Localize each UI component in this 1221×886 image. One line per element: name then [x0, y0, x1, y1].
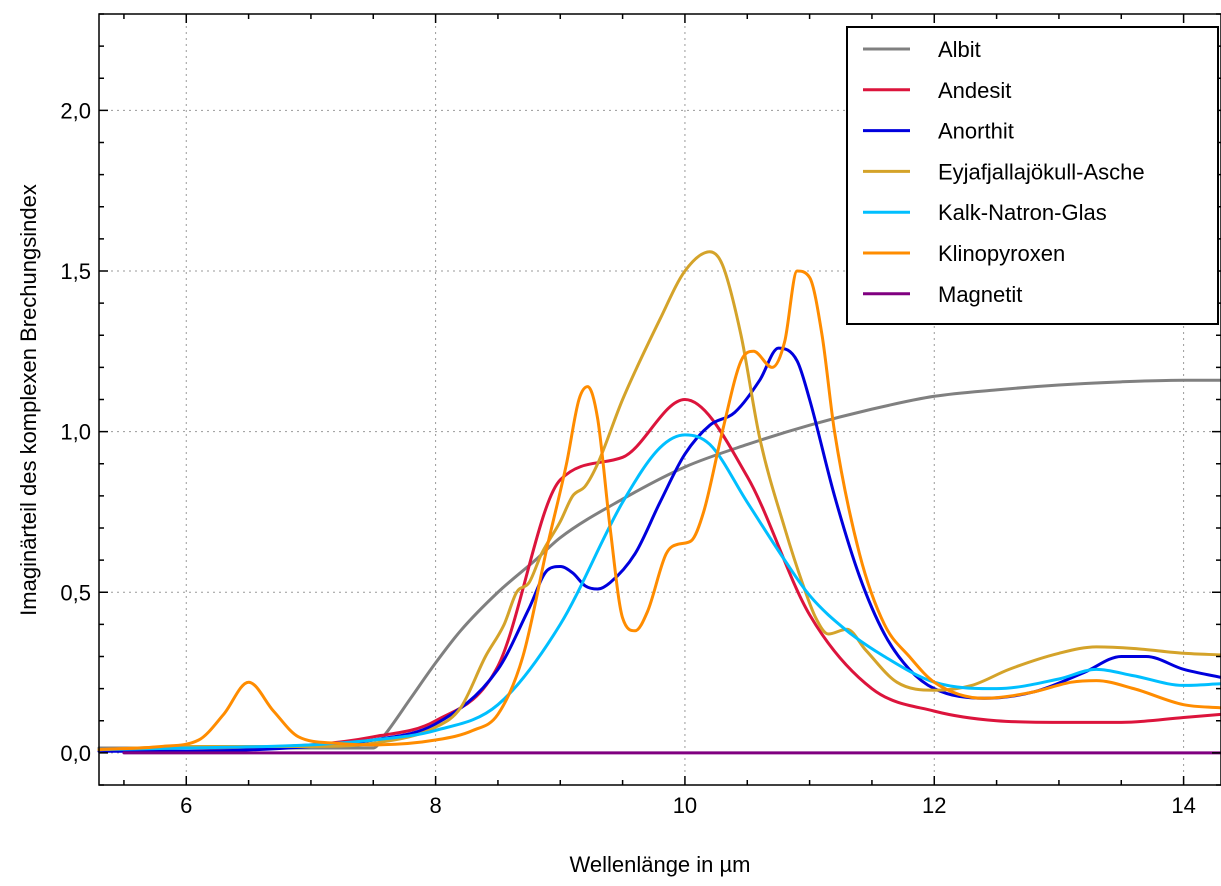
legend: Albit Andesit Anorthit Eyjafjallajökull-Asc…	[846, 26, 1219, 325]
x-tick-label: 12	[922, 793, 946, 818]
x-tick-label: 10	[673, 793, 697, 818]
y-tick-label: 2,0	[60, 98, 91, 123]
legend-box	[846, 26, 1219, 325]
legend-label-albit: Albit	[938, 37, 981, 62]
series-line-kalk-natron-glas	[97, 433, 1221, 752]
x-tick-label: 14	[1171, 793, 1195, 818]
legend-label-anorthit: Anorthit	[938, 119, 1014, 144]
series-line-andesit	[97, 398, 1221, 752]
y-tick-label: 0,5	[60, 580, 91, 605]
x-tick-label: 6	[180, 793, 192, 818]
legend-label-klinopyroxen: Klinopyroxen	[938, 241, 1065, 266]
x-axis-title: Wellenlänge in µm	[569, 852, 750, 877]
y-tick-label: 0,0	[60, 741, 91, 766]
legend-label-andesit: Andesit	[938, 78, 1011, 103]
y-axis-title: Imaginärteil des komplexen Brechungsinde…	[16, 184, 41, 616]
plot-frame	[98, 13, 1221, 786]
series-line-albit	[97, 378, 1221, 750]
legend-label-kalk-natron-glas: Kalk-Natron-Glas	[938, 200, 1107, 225]
legend-label-magnetit: Magnetit	[938, 282, 1022, 307]
series-line-klinopyroxen	[97, 269, 1221, 752]
series-layer	[97, 250, 1221, 755]
x-tick-label: 8	[429, 793, 441, 818]
tick-labels: 6 8 10 12 14 0,0 0,5 1,0 1,5 2,0	[60, 98, 1195, 818]
y-tick-label: 1,0	[60, 420, 91, 445]
y-tick-label: 1,5	[60, 259, 91, 284]
legend-label-eyjafjallaj-kull-asche: Eyjafjallajökull-Asche	[938, 159, 1145, 184]
